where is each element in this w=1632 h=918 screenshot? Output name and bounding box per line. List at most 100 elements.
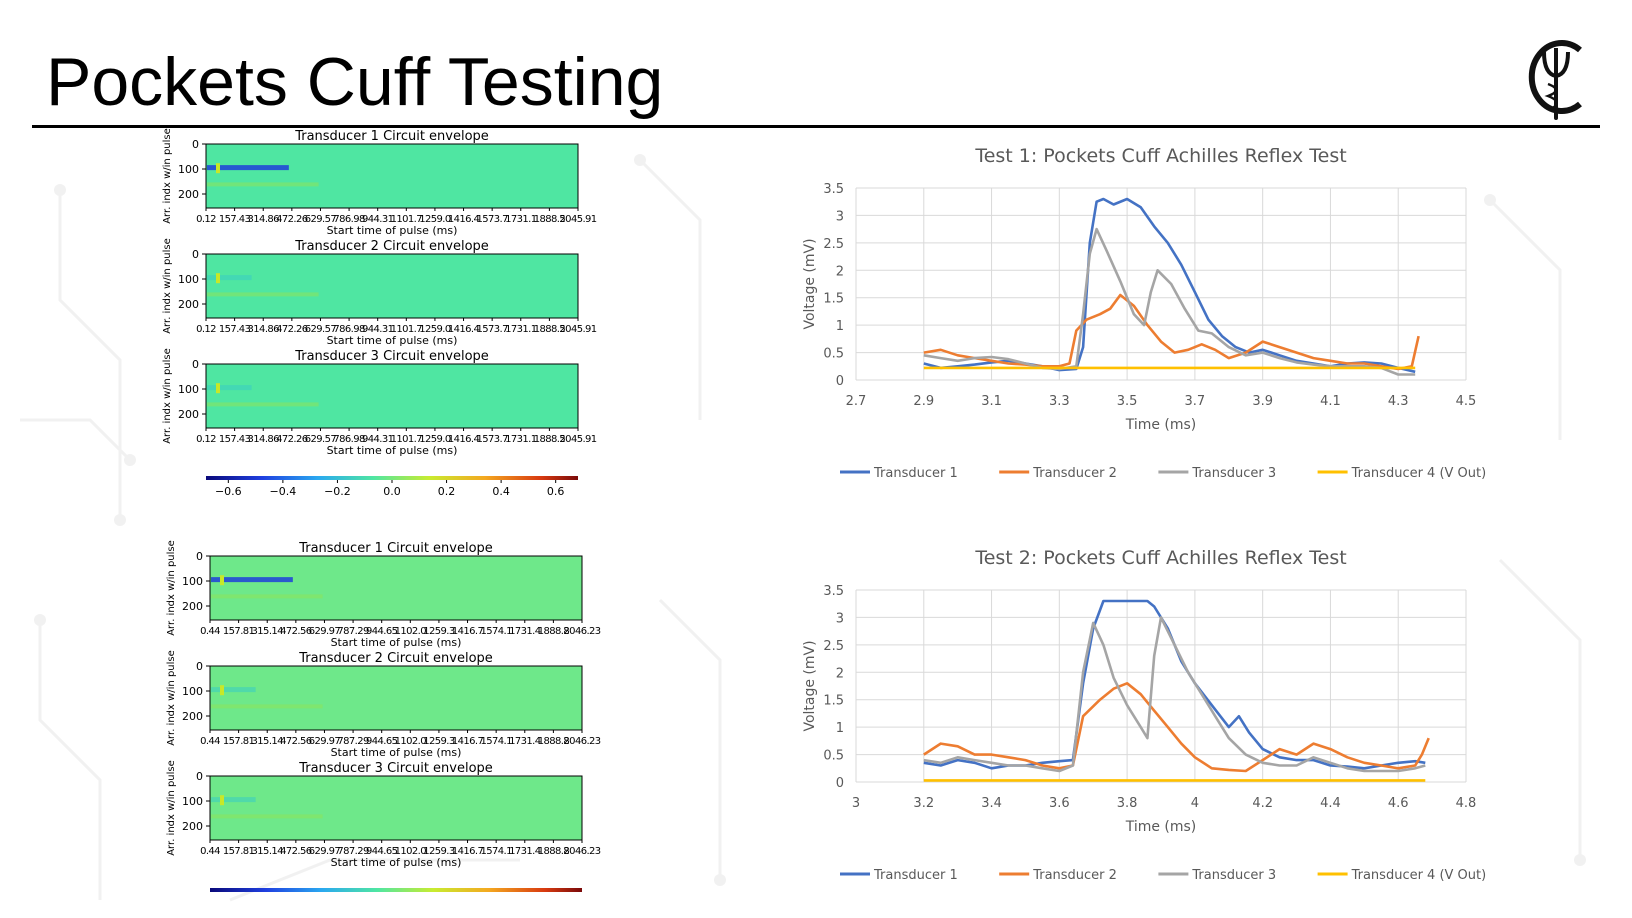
heatmap-xtick-label: 1574.1 [480, 626, 512, 637]
legend-label: Transducer 1 [873, 868, 958, 883]
heatmap-xtick-label: 1888.5 [534, 214, 566, 225]
heatmap-xtick-label: 0.44 [200, 846, 220, 857]
caduceus-logo-icon [1528, 40, 1582, 120]
heatmap-xtick-label: 314.86 [248, 434, 280, 445]
heatmap-ytick-label: 200 [182, 600, 203, 613]
heatmap-xtick-label: 787.29 [337, 736, 369, 747]
heatmap-panel [205, 143, 579, 209]
heatmap-title: Transducer 2 Circuit envelope [294, 239, 489, 254]
heatmap-xtick-label: 787.29 [337, 626, 369, 637]
heatmap-xtick-label: 0.44 [200, 626, 220, 637]
heatmap-xtick-label: 2046.23 [563, 736, 600, 747]
x-tick-label: 2.9 [913, 394, 934, 409]
colorbar [210, 888, 582, 892]
heatmap-xtick-label: 2046.23 [563, 626, 600, 637]
heatmap-xtick-label: 1888.5 [534, 324, 566, 335]
heatmap-xtick-label: 1416.7 [452, 736, 484, 747]
heatmap-xlabel: Start time of pulse (ms) [331, 746, 462, 759]
heatmap-xtick-label: 1259.3 [423, 846, 455, 857]
heatmap-title: Transducer 1 Circuit envelope [298, 541, 493, 556]
heatmap-xtick-label: 629.97 [309, 846, 341, 857]
y-tick-label: 1 [836, 721, 844, 736]
heatmap-ytick-label: 100 [182, 795, 203, 808]
heatmap-streak [211, 687, 256, 693]
heatmap-xtick-label: 1102.0 [395, 626, 427, 637]
heatmap-xtick-label: 944.31 [362, 434, 394, 445]
heatmap-ytick-label: 0 [192, 248, 199, 261]
heatmap-xtick-label: 1573.7 [476, 324, 508, 335]
line-chart-test1: Test 1: Pockets Cuff Achilles Reflex Tes… [802, 145, 1486, 481]
heatmap-streak [207, 402, 319, 407]
heatmap-xtick-label: 1731.1 [505, 434, 537, 445]
heatmap-streak [211, 594, 323, 599]
legend-label: Transducer 2 [1032, 466, 1117, 481]
heatmap-ylabel: Arr. indx w/in pulse [162, 128, 173, 224]
heatmap-hotspot [216, 163, 220, 174]
x-tick-label: 3.7 [1185, 394, 1206, 409]
legend-label: Transducer 3 [1191, 868, 1276, 883]
y-tick-label: 1.5 [823, 694, 844, 709]
heatmap-xtick-label: 1259.3 [423, 736, 455, 747]
series-line [923, 227, 1416, 376]
heatmap-xlabel: Start time of pulse (ms) [327, 444, 458, 457]
heatmap-xtick-label: 1416.4 [448, 324, 480, 335]
heatmap-xtick-label: 157.43 [219, 214, 251, 225]
legend-label: Transducer 3 [1191, 466, 1276, 481]
heatmap-xtick-label: 472.56 [280, 626, 312, 637]
heatmap-xtick-label: 1102.0 [395, 846, 427, 857]
y-tick-label: 0.5 [823, 347, 844, 362]
heatmap-xlabel: Start time of pulse (ms) [327, 334, 458, 347]
heatmap-streak [211, 577, 293, 583]
heatmap-xtick-label: 1731.4 [509, 846, 541, 857]
heatmap-xtick-label: 1731.4 [509, 626, 541, 637]
heatmap-xtick-label: 629.97 [309, 626, 341, 637]
heatmap-ytick-label: 100 [178, 383, 199, 396]
colorbar-tick-label: −0.6 [215, 485, 242, 498]
heatmap-title: Transducer 1 Circuit envelope [294, 129, 489, 144]
y-tick-label: 2 [836, 666, 844, 681]
heatmap-xtick-label: 1731.1 [505, 324, 537, 335]
heatmap-xtick-label: 157.43 [219, 324, 251, 335]
heatmap-ytick-label: 0 [196, 550, 203, 563]
heatmap-ylabel: Arr. indx w/in pulse [166, 540, 177, 636]
heatmap-xtick-label: 1731.4 [509, 736, 541, 747]
y-tick-label: 2.5 [823, 237, 844, 252]
heatmap-xtick-label: 314.86 [248, 324, 280, 335]
heatmap-xtick-label: 944.65 [366, 846, 398, 857]
x-tick-label: 3.3 [1049, 394, 1070, 409]
heatmap-ytick-label: 0 [192, 138, 199, 151]
x-tick-label: 4.2 [1252, 796, 1273, 811]
heatmap-xtick-label: 944.65 [366, 736, 398, 747]
heatmap-xtick-label: 157.81 [223, 846, 255, 857]
heatmap-xtick-label: 0.44 [200, 736, 220, 747]
heatmap-xtick-label: 0.12 [196, 434, 216, 445]
heatmap-xtick-label: 157.81 [223, 736, 255, 747]
x-tick-label: 3 [852, 796, 860, 811]
slide-title: Pockets Cuff Testing [46, 44, 664, 120]
heatmap-hotspot [216, 273, 220, 284]
heatmap-xtick-label: 472.26 [276, 324, 308, 335]
heatmap-streak [211, 704, 323, 709]
y-tick-label: 3 [836, 611, 844, 626]
x-tick-label: 4.4 [1320, 796, 1341, 811]
heatmap-xtick-label: 2045.91 [559, 214, 596, 225]
heatmap-xtick-label: 944.31 [362, 324, 394, 335]
heatmap-xtick-label: 1888.8 [538, 626, 570, 637]
y-tick-label: 1.5 [823, 292, 844, 307]
heatmap-xtick-label: 0.12 [196, 214, 216, 225]
x-axis-label: Time (ms) [1125, 417, 1197, 433]
x-tick-label: 3.5 [1117, 394, 1138, 409]
x-tick-label: 4.1 [1320, 394, 1341, 409]
x-tick-label: 3.8 [1117, 796, 1138, 811]
y-tick-label: 3.5 [823, 584, 844, 599]
heatmap-panel [209, 665, 583, 731]
y-tick-label: 1 [836, 319, 844, 334]
heatmap-ylabel: Arr. indx w/in pulse [162, 238, 173, 334]
heatmap-xtick-label: 472.26 [276, 214, 308, 225]
heatmap-xtick-label: 315.14 [252, 736, 284, 747]
y-axis-label: Voltage (mV) [802, 238, 818, 329]
y-tick-label: 3.5 [823, 182, 844, 197]
heatmap-xtick-label: 2046.23 [563, 846, 600, 857]
heatmap-xtick-label: 315.14 [252, 626, 284, 637]
y-tick-label: 2 [836, 264, 844, 279]
